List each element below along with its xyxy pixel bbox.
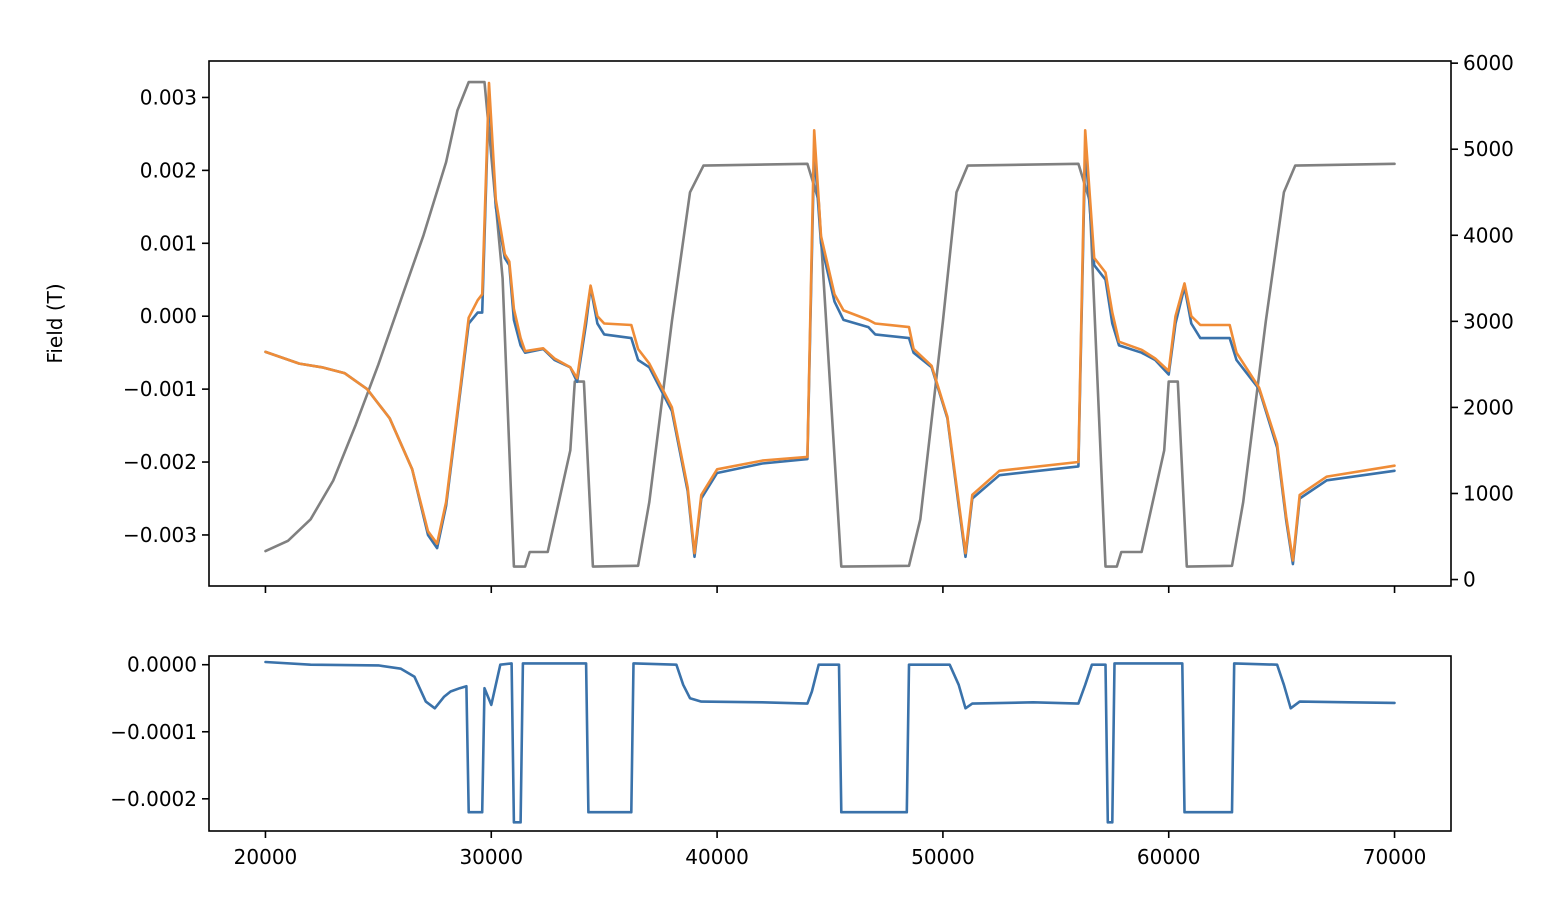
bottom-x-tick-label: 70000 xyxy=(1363,845,1427,869)
bottom-x-tick-label: 40000 xyxy=(685,845,749,869)
top-series-line-2 xyxy=(264,81,1396,562)
bottom-panel: 0.0000 −0.0001 −0.0002 20000 30000 40000 5000… xyxy=(110,653,1452,869)
top-y-axis-ticks: 0.003 0.002 0.001 0.000 −0.001 −0.002 −0.003 xyxy=(123,85,209,547)
top-y-tick-label: 0.002 xyxy=(140,158,197,182)
top-y-tick-label: 0.003 xyxy=(140,85,197,109)
top-y2-tick-label: 2000 xyxy=(1463,395,1514,419)
top-panel-series xyxy=(264,80,1396,568)
top-x-axis-ticks xyxy=(264,586,1396,593)
top-y2-tick-label: 1000 xyxy=(1463,481,1514,505)
bottom-y-tick-label: 0.0000 xyxy=(127,653,197,677)
top-panel-frame xyxy=(208,60,1452,587)
bottom-panel-frame xyxy=(208,655,1452,832)
top-y2-tick-label: 3000 xyxy=(1463,309,1514,333)
top-panel: 0.003 0.002 0.001 0.000 −0.001 −0.002 −0.003 6… xyxy=(43,51,1514,593)
bottom-series-line-0 xyxy=(264,660,1396,824)
top-secondary-y-axis-ticks: 6000 5000 4000 3000 2000 1000 0 xyxy=(1451,51,1514,592)
bottom-y-tick-label: −0.0001 xyxy=(110,720,197,744)
top-series-line-0 xyxy=(264,80,1396,568)
top-y-tick-label: −0.002 xyxy=(123,450,197,474)
bottom-x-tick-label: 50000 xyxy=(911,845,975,869)
top-y2-tick-label: 0 xyxy=(1463,568,1476,592)
bottom-y-axis-ticks: 0.0000 −0.0001 −0.0002 xyxy=(110,653,209,811)
top-y2-tick-label: 5000 xyxy=(1463,137,1514,161)
bottom-y-tick-label: −0.0002 xyxy=(110,787,197,811)
bottom-x-tick-label: 20000 xyxy=(234,845,298,869)
top-y-tick-label: −0.003 xyxy=(123,523,197,547)
bottom-x-axis-ticks: 20000 30000 40000 50000 60000 70000 xyxy=(234,831,1427,869)
bottom-panel-series xyxy=(264,660,1396,824)
top-y-tick-label: 0.001 xyxy=(140,231,197,255)
top-y2-tick-label: 4000 xyxy=(1463,223,1514,247)
top-y-tick-label: 0.000 xyxy=(140,304,197,328)
top-y-axis-label: Field (T) xyxy=(43,283,67,363)
bottom-x-tick-label: 30000 xyxy=(459,845,523,869)
bottom-x-tick-label: 60000 xyxy=(1137,845,1201,869)
top-y-tick-label: −0.001 xyxy=(123,377,197,401)
top-y2-tick-label: 6000 xyxy=(1463,51,1514,75)
